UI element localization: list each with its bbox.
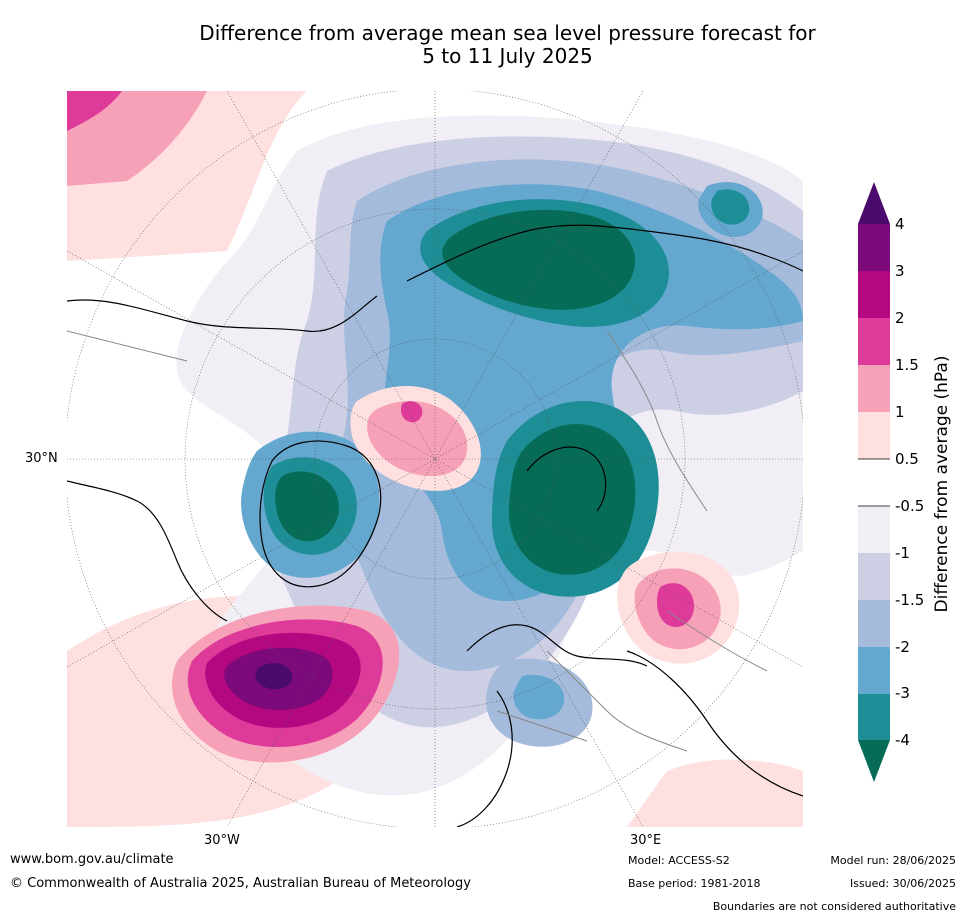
anomaly-neg-core-north bbox=[442, 209, 636, 310]
map-title: Difference from average mean sea level p… bbox=[0, 22, 965, 68]
colorbar-band-m4-m3 bbox=[858, 694, 890, 740]
anomaly-pos-east-3 bbox=[657, 583, 695, 628]
colorbar-extend-high bbox=[858, 182, 890, 224]
colorbar-band-m1.5-m1 bbox=[858, 553, 890, 600]
colorbar-band-m2-m1.5 bbox=[858, 600, 890, 647]
colorbar-tick-2: 2 bbox=[895, 309, 905, 327]
colorbar-band-m1-m0.5 bbox=[858, 506, 890, 553]
colorbar-band-1.5-2 bbox=[858, 318, 890, 365]
colorbar-tick-m0.5: -0.5 bbox=[895, 497, 925, 515]
colorbar-tick-0.5: 0.5 bbox=[895, 450, 919, 468]
colorbar-band-3-4 bbox=[858, 224, 890, 271]
boundaries bbox=[67, 330, 768, 752]
anomaly-pos-south bbox=[627, 759, 803, 827]
anomaly-pos-nw-corner-3 bbox=[67, 91, 122, 131]
anomaly-neg-se-europe-2 bbox=[513, 674, 565, 720]
colorbar-extend-low bbox=[858, 740, 890, 782]
title-line-1: Difference from average mean sea level p… bbox=[199, 21, 816, 45]
colorbar-band-0.5-1 bbox=[858, 412, 890, 459]
colorbar-tick-m4: -4 bbox=[895, 731, 910, 749]
lat-label-30n: 30°N bbox=[25, 451, 58, 466]
colorbar-label: Difference from average (hPa) bbox=[932, 355, 952, 613]
footer-issued: Issued: 30/06/2025 bbox=[849, 877, 956, 890]
title-line-2: 5 to 11 July 2025 bbox=[422, 44, 593, 68]
colorbar-tick-m2: -2 bbox=[895, 638, 910, 656]
colorbar-band-2-3 bbox=[858, 271, 890, 318]
anomaly-pos-arctic-3 bbox=[400, 401, 423, 423]
colorbar bbox=[858, 182, 890, 782]
lon-label-30w: 30°W bbox=[204, 833, 240, 848]
colorbar-band-m3-m2 bbox=[858, 647, 890, 694]
footer-base-period: Base period: 1981-2018 bbox=[628, 877, 761, 890]
pressure-anomaly-map bbox=[67, 91, 803, 827]
colorbar-tick-1.5: 1.5 bbox=[895, 356, 919, 374]
graticule bbox=[67, 91, 803, 827]
anomaly-pos-atlantic-core bbox=[255, 663, 293, 690]
footer-copyright: © Commonwealth of Australia 2025, Austra… bbox=[10, 876, 471, 891]
colorbar-tick-m1: -1 bbox=[895, 544, 910, 562]
anomaly-neg-nordic-core bbox=[711, 189, 750, 225]
anomaly-pos-arctic-2 bbox=[367, 400, 468, 477]
colorbar-tick-3: 3 bbox=[895, 262, 905, 280]
lon-label-30e: 30°E bbox=[630, 833, 662, 848]
map-canvas bbox=[67, 91, 803, 827]
footer-disclaimer: Boundaries are not considered authoritat… bbox=[712, 900, 956, 913]
coastlines bbox=[67, 224, 803, 827]
colorbar-tick-4: 4 bbox=[895, 215, 905, 233]
footer-model-run: Model run: 28/06/2025 bbox=[830, 854, 956, 867]
colorbar-tick-m1.5: -1.5 bbox=[895, 591, 925, 609]
colorbar-band-1-1.5 bbox=[858, 365, 890, 412]
colorbar-band-neutral bbox=[858, 459, 890, 506]
footer-model: Model: ACCESS-S2 bbox=[628, 854, 730, 867]
anomaly-neg-greenland-core-2 bbox=[275, 471, 339, 542]
colorbar-tick-m3: -3 bbox=[895, 684, 910, 702]
colorbar-tick-1: 1 bbox=[895, 403, 905, 421]
anomaly-neg-core-europe bbox=[508, 424, 636, 575]
anomaly-pos-nw-corner-2 bbox=[67, 91, 207, 186]
footer-url[interactable]: www.bom.gov.au/climate bbox=[10, 852, 174, 867]
